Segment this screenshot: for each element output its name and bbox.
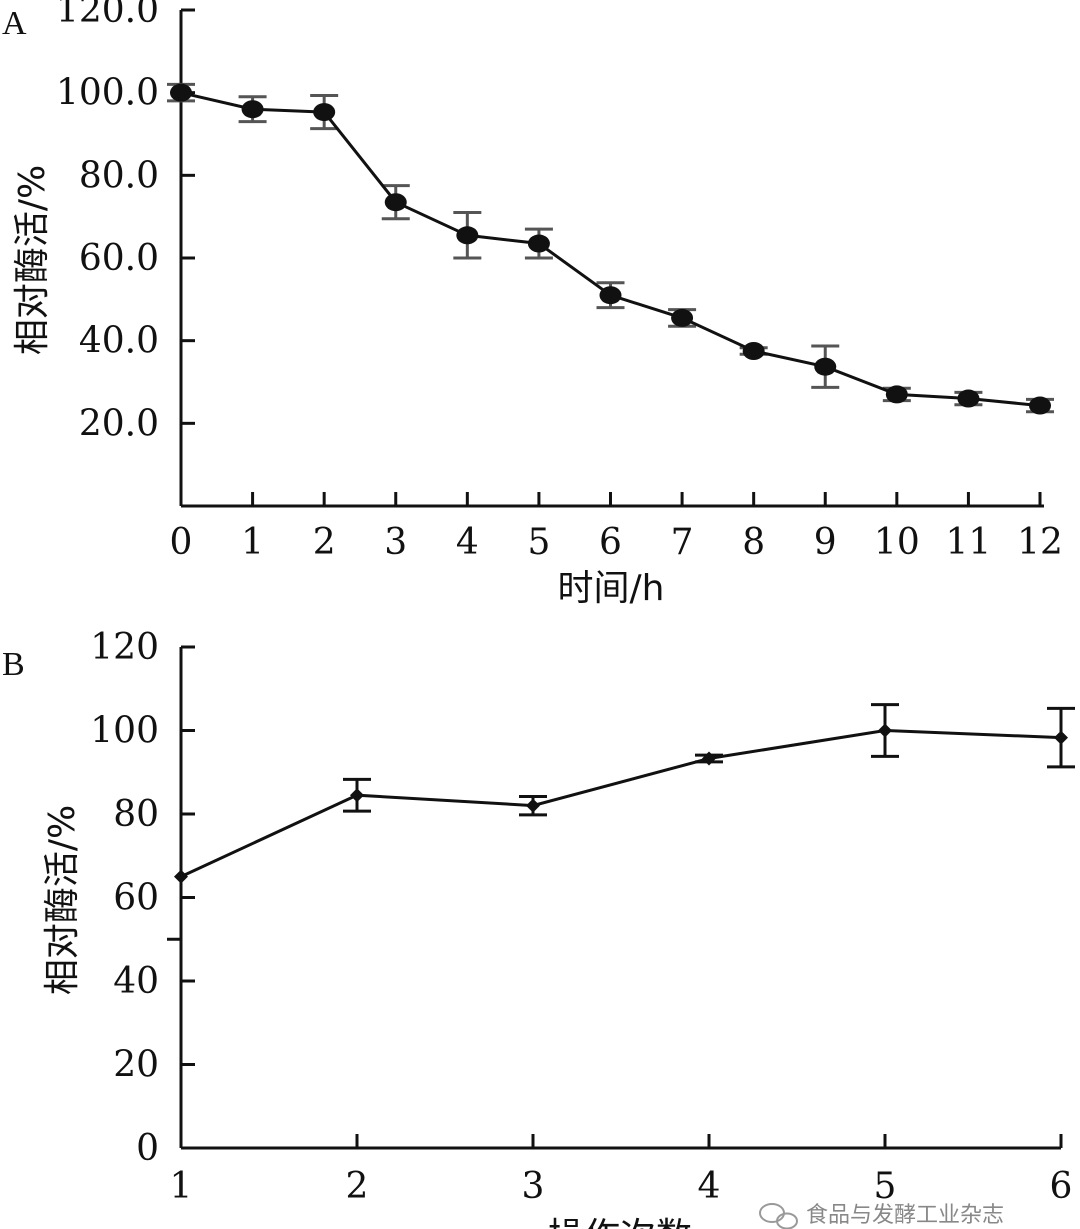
y-tick-label: 20.0 [79,403,159,444]
watermark-text: 食品与发酵工业杂志 [806,1203,1004,1228]
panel-b-points [174,723,1068,884]
x-tick-label: 10 [874,522,920,563]
x-tick-label: 3 [522,1166,545,1207]
x-tick-label: 5 [527,522,550,563]
data-point [885,385,908,404]
data-point [350,788,364,803]
x-tick-label: 4 [456,522,479,563]
panel-a-x-axis-title: 时间/h [558,568,665,609]
data-point [599,286,622,305]
x-tick-label: 6 [599,522,622,563]
data-point [1054,730,1068,745]
y-tick-label: 120.0 [56,0,159,31]
data-point [814,357,837,376]
panel-a-label: A [2,5,27,42]
panel-b-series-line [180,728,1062,878]
y-tick-label: 100.0 [56,73,159,114]
x-tick-label: 9 [814,522,837,563]
x-tick-label: 2 [346,1166,369,1207]
y-tick-label: 60.0 [79,238,159,279]
data-point [313,103,336,122]
panel-a-series-line [180,91,1041,408]
data-point [174,869,188,884]
data-point [384,193,407,212]
y-tick-label: 40.0 [79,321,159,362]
data-point [671,308,694,327]
data-point [526,798,540,813]
panel-b-y-axis-title: 相对酶活/% [42,805,83,995]
y-tick-label: 80 [113,794,159,835]
y-tick-label: 100 [90,711,159,752]
panel-a-y-ticks: 20.0 40.0 60.0 80.0 100.0 120.0 [56,0,195,444]
data-point [456,226,479,245]
y-tick-label: 20 [113,1045,159,1086]
x-tick-label: 2 [313,522,336,563]
x-tick-label: 1 [170,1166,193,1207]
data-point [702,751,716,766]
watermark: 食品与发酵工业杂志 [759,1203,1004,1229]
wechat-icon [759,1203,798,1229]
y-tick-label: 60 [113,878,159,919]
x-tick-label: 4 [698,1166,721,1207]
y-tick-label: 0 [136,1128,159,1169]
panel-b-x-ticks: 1 2 3 4 5 6 [170,1134,1073,1207]
data-point [241,100,264,119]
x-tick-label: 6 [1050,1166,1073,1207]
y-tick-label: 120 [90,627,159,668]
panel-a-error-bars [167,82,1054,414]
data-point [878,723,892,738]
panel-a-y-axis-title: 相对酶活/% [12,165,53,355]
x-tick-label: 5 [874,1166,897,1207]
data-point [527,234,550,253]
panel-b-x-axis-title: 操作次数 [548,1216,692,1229]
x-tick-label: 11 [946,522,992,563]
panel-b-label: B [2,646,25,683]
y-tick-label: 40 [113,961,159,1002]
panel-a-points [170,83,1051,415]
data-point [742,342,765,360]
x-tick-label: 8 [742,522,765,563]
y-tick-label: 80.0 [79,155,159,196]
data-point [957,389,980,408]
panel-b-y-ticks: 0 20 40 60 80 100 120 [90,627,195,1169]
x-tick-label: 1 [241,522,264,563]
panel-a-x-ticks: 0 1 2 3 4 5 6 7 8 9 10 11 12 [170,492,1063,563]
x-tick-label: 7 [671,522,694,563]
x-tick-label: 3 [384,522,407,563]
panel-b-chart: B 0 20 40 60 80 100 120 1 2 3 4 5 6 相对酶活/% 操作次数 [2,627,1075,1229]
x-tick-label: 12 [1017,522,1063,563]
data-point [170,83,192,102]
data-point [1029,396,1051,415]
x-tick-label: 0 [170,522,193,563]
